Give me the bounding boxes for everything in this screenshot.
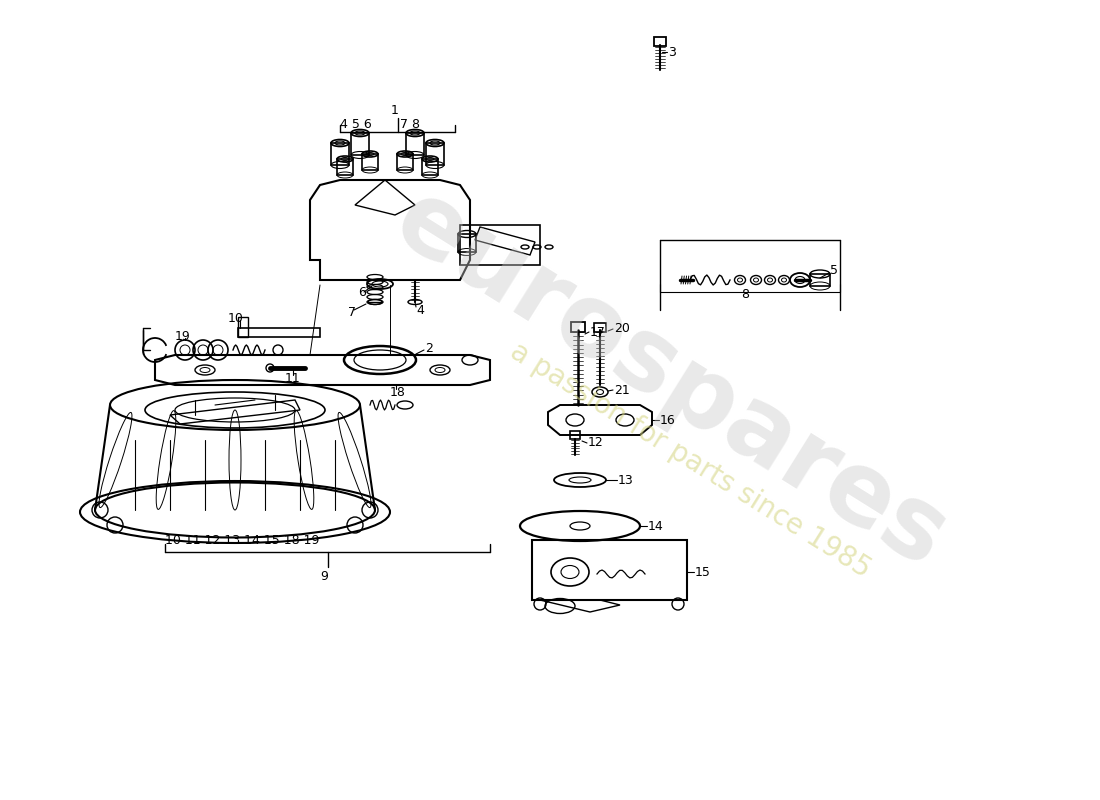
Text: 5: 5	[830, 263, 838, 277]
Bar	[351, 133, 369, 155]
Bar	[654, 37, 666, 46]
Text: 11: 11	[285, 371, 300, 385]
Text: a passion for parts since 1985: a passion for parts since 1985	[505, 337, 876, 583]
Text: 3: 3	[668, 46, 675, 58]
Bar	[337, 159, 353, 175]
Bar	[426, 143, 444, 165]
Text: 16: 16	[660, 414, 675, 426]
Text: 7 8: 7 8	[399, 118, 419, 130]
Bar	[397, 154, 412, 170]
Text: 1: 1	[390, 103, 398, 117]
Text: 12: 12	[588, 437, 604, 450]
Bar	[594, 323, 606, 332]
Text: 8: 8	[741, 289, 749, 302]
Text: 15: 15	[695, 566, 711, 578]
Bar	[458, 234, 476, 252]
Text: 13: 13	[618, 474, 634, 486]
Text: 17: 17	[590, 326, 606, 338]
Bar	[331, 143, 349, 165]
Text: 2: 2	[425, 342, 433, 354]
Bar	[406, 133, 424, 155]
Text: 4: 4	[416, 303, 424, 317]
Text: 10: 10	[228, 311, 244, 325]
Text: 7: 7	[348, 306, 356, 318]
Text: 21: 21	[614, 383, 629, 397]
Text: 14: 14	[648, 519, 663, 533]
Bar	[238, 317, 248, 337]
Bar	[532, 540, 688, 600]
Text: 18: 18	[390, 386, 406, 398]
Bar	[810, 274, 830, 286]
Text: eurospares: eurospares	[376, 171, 964, 589]
Bar	[570, 431, 580, 439]
Bar	[362, 154, 378, 170]
Text: 10 11 12 13 14 15 18 19: 10 11 12 13 14 15 18 19	[165, 534, 319, 546]
Text: 19: 19	[175, 330, 190, 342]
Bar	[422, 159, 438, 175]
Text: 6: 6	[358, 286, 366, 298]
Bar	[571, 322, 585, 332]
Text: 20: 20	[614, 322, 630, 334]
Text: 9: 9	[320, 570, 329, 582]
Text: 4 5 6: 4 5 6	[340, 118, 372, 130]
